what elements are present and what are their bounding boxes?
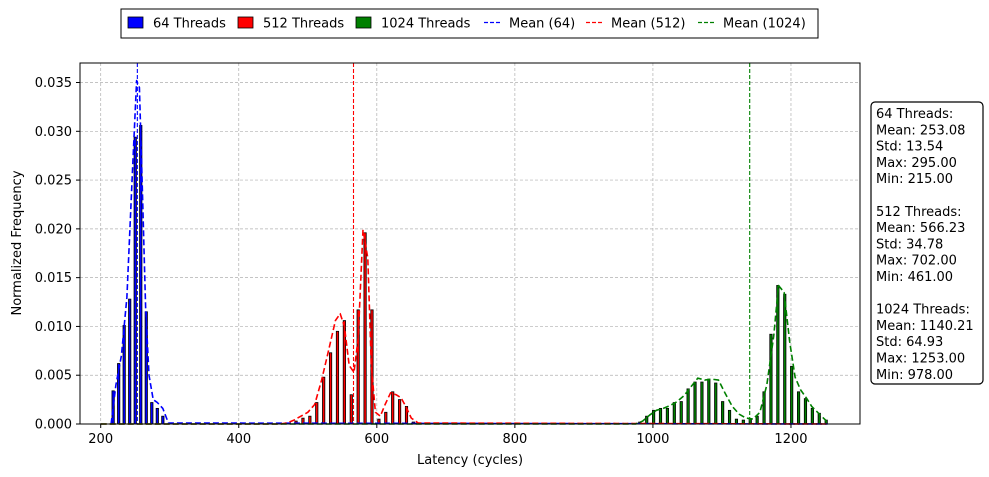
x-tick-label: 400: [226, 432, 251, 447]
histogram-bar: [672, 402, 676, 425]
histogram-bar: [714, 382, 718, 425]
mean-lines: [136, 63, 751, 424]
plot-area: [80, 63, 860, 424]
histogram-bar: [128, 298, 132, 425]
legend: 64 Threads 512 Threads 1024 Threads Mean (6…: [120, 8, 819, 39]
y-tick-label: 0.020: [35, 222, 72, 237]
histogram-bar: [356, 309, 360, 425]
y-tick-label: 0.000: [35, 418, 72, 433]
y-tick-label: 0.035: [35, 76, 72, 91]
histogram-bar: [308, 415, 312, 425]
histogram-bar: [349, 394, 353, 425]
statistics-line: 64 Threads:: [876, 107, 953, 122]
statistics-line: Std: 34.78: [876, 237, 943, 252]
statistics-box-frame: [870, 101, 984, 385]
legend-label: 1024 Threads: [381, 17, 471, 32]
histogram-bar: [686, 388, 690, 425]
legend-swatch: [127, 16, 144, 29]
histogram-bar: [363, 232, 367, 425]
density-curve: [100, 229, 828, 425]
legend-box: [120, 8, 819, 39]
histogram-bar: [155, 407, 159, 425]
histogram-bar: [370, 309, 374, 425]
plot-frame: [79, 62, 861, 425]
y-tick-label: 0.015: [35, 271, 72, 286]
legend-label: 64 Threads: [153, 17, 226, 32]
statistics-line: Std: 64.93: [876, 335, 943, 350]
x-tick-label: 600: [364, 432, 389, 447]
histogram-bar: [117, 363, 121, 425]
x-axis-label: Latency (cycles): [417, 453, 523, 468]
legend-label: Mean (64): [509, 17, 575, 32]
histogram-bar: [693, 381, 697, 425]
histogram-bar: [133, 136, 137, 425]
y-tick-label: 0.010: [35, 320, 72, 335]
statistics-line: Mean: 566.23: [876, 221, 965, 236]
legend-label: Mean (512): [611, 17, 686, 32]
statistics-line: Max: 295.00: [876, 156, 957, 171]
statistics-line: Std: 13.54: [876, 140, 943, 155]
histogram-bar: [810, 407, 814, 425]
statistics-line: Min: 978.00: [876, 368, 953, 383]
histogram-bar: [790, 366, 794, 425]
legend-label: 512 Threads: [263, 17, 344, 32]
histogram-bar: [707, 378, 711, 425]
histogram-bar: [315, 402, 319, 425]
x-axis-ticks: 200 400 600 800 1000 1200: [88, 424, 808, 447]
y-tick-label: 0.025: [35, 174, 72, 189]
legend-label: Mean (1024): [723, 17, 806, 32]
x-tick-label: 200: [88, 432, 113, 447]
histogram-bar: [721, 401, 725, 425]
statistics-line: Mean: 1140.21: [876, 319, 974, 334]
histogram-bar: [665, 407, 669, 425]
y-axis-ticks: 0.000 0.005 0.010 0.015 0.020 0.025 0.030 0.035: [35, 76, 80, 433]
statistics-line: Max: 702.00: [876, 254, 957, 269]
histogram-bar: [658, 407, 663, 425]
statistics-line: 1024 Threads:: [876, 303, 970, 318]
legend-swatch: [355, 16, 372, 29]
histogram-bar: [679, 401, 683, 425]
x-tick-label: 1000: [636, 432, 669, 447]
density-curves: [100, 79, 829, 425]
histogram-bar: [391, 391, 395, 425]
histogram-bar: [776, 285, 780, 425]
statistics-line: 512 Threads:: [876, 205, 962, 220]
histogram-bar: [700, 381, 704, 425]
histogram-bar: [328, 352, 333, 425]
histogram-bar: [796, 391, 801, 425]
y-tick-label: 0.030: [35, 125, 72, 140]
histogram-bar: [783, 293, 787, 425]
legend-swatch: [237, 16, 254, 29]
histogram-bar: [335, 330, 340, 425]
y-tick-label: 0.005: [35, 369, 72, 384]
density-curve: [100, 284, 829, 425]
histogram-bar: [727, 409, 732, 425]
histogram-bar: [161, 415, 165, 425]
histogram-bar: [150, 402, 154, 425]
statistics-line: Min: 461.00: [876, 270, 953, 285]
histogram-bar: [803, 398, 808, 425]
x-tick-label: 1200: [774, 432, 807, 447]
histogram-bar: [652, 409, 656, 425]
histogram-bar: [755, 415, 759, 425]
density-curve: [110, 79, 828, 425]
statistics-line: Mean: 253.08: [876, 123, 965, 138]
statistics-line: Max: 1253.00: [876, 352, 965, 367]
histogram-bar: [322, 376, 326, 425]
histogram-bar: [144, 311, 148, 425]
histogram-bar: [384, 411, 388, 425]
x-tick-label: 800: [502, 432, 527, 447]
y-axis-label: Normalized Frequency: [10, 170, 25, 315]
statistics-line: Min: 215.00: [876, 172, 953, 187]
grid-lines: [80, 63, 860, 425]
histogram-bar: [398, 399, 402, 425]
